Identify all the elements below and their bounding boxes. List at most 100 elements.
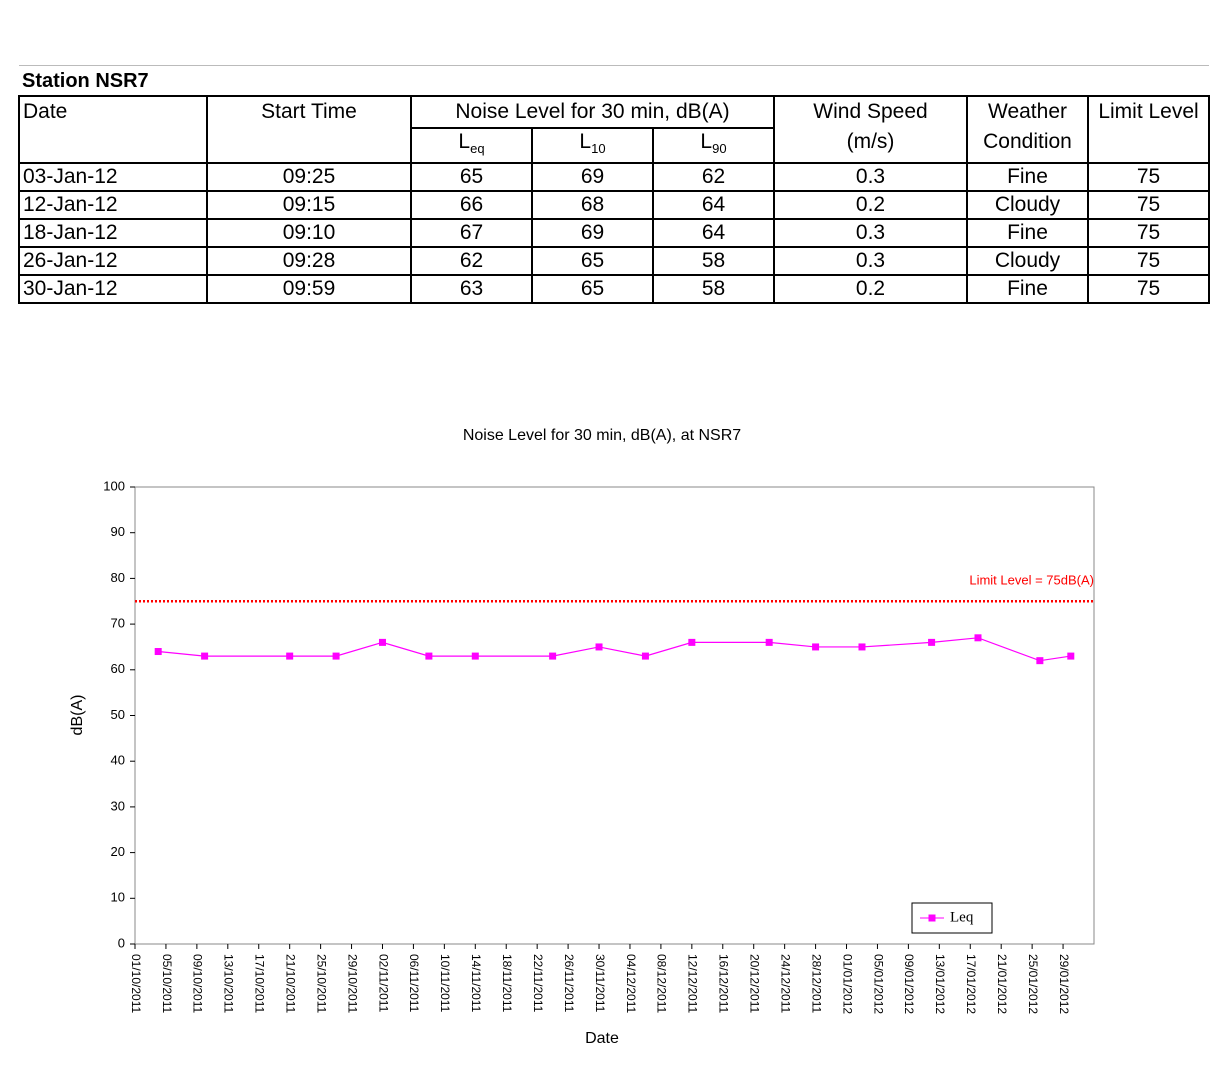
y-tick-label: 10 bbox=[111, 890, 125, 905]
series-line bbox=[158, 637, 1071, 662]
x-tick-label: 29/10/2011 bbox=[345, 954, 359, 1013]
x-tick-label: 29/01/2012 bbox=[1057, 954, 1071, 1014]
y-tick-label: 50 bbox=[111, 707, 125, 722]
x-tick-label: 17/01/2012 bbox=[964, 954, 978, 1014]
table-cell: 63 bbox=[410, 274, 533, 305]
header-cell: Limit Level bbox=[1086, 94, 1211, 165]
table-title: Station NSR7 bbox=[19, 65, 1210, 96]
marker bbox=[549, 652, 557, 660]
data-table: Station NSR7 Date Start Time Noise Level fo… bbox=[18, 65, 1211, 305]
limit-label: Limit Level = 75dB(A) bbox=[969, 573, 1094, 588]
x-tick-label: 01/01/2012 bbox=[840, 954, 854, 1014]
x-tick-label: 09/01/2012 bbox=[902, 954, 916, 1014]
x-tick-label: 18/11/2011 bbox=[500, 954, 514, 1013]
data-row: 30-Jan-12 09:59 63 65 58 0.2 Fine 75 bbox=[18, 274, 1211, 305]
table-cell: 18-Jan-12 bbox=[18, 218, 208, 249]
header-cell: Start Time bbox=[206, 94, 412, 165]
marker bbox=[812, 643, 820, 651]
table-cell: 64 bbox=[652, 190, 775, 221]
marker bbox=[154, 648, 162, 656]
table-cell: 0.3 bbox=[773, 246, 968, 277]
x-tick-label: 06/11/2011 bbox=[407, 954, 421, 1013]
table-cell: 0.3 bbox=[773, 218, 968, 249]
table-cell: Fine bbox=[966, 274, 1089, 305]
header-text: Limit Level bbox=[1098, 100, 1199, 123]
table-cell: 67 bbox=[410, 218, 533, 249]
marker bbox=[974, 634, 982, 642]
header-cell: Wind Speed (m/s) bbox=[773, 94, 968, 165]
subheader-cell: L90 bbox=[652, 126, 775, 165]
table-cell: 09:28 bbox=[206, 246, 412, 277]
x-tick-label: 28/12/2011 bbox=[809, 954, 823, 1013]
y-tick-label: 70 bbox=[111, 616, 125, 631]
x-tick-label: 12/12/2011 bbox=[686, 954, 700, 1013]
marker bbox=[425, 652, 433, 660]
x-tick-label: 24/12/2011 bbox=[778, 954, 792, 1013]
y-tick-label: 0 bbox=[118, 935, 125, 950]
x-tick-label: 22/11/2011 bbox=[531, 954, 545, 1013]
marker bbox=[332, 652, 340, 660]
header-text: Start Time bbox=[261, 100, 357, 123]
table-cell: 75 bbox=[1086, 190, 1211, 221]
marker bbox=[688, 638, 696, 646]
marker bbox=[765, 638, 773, 646]
marker bbox=[1067, 652, 1075, 660]
x-tick-label: 20/12/2011 bbox=[748, 954, 762, 1013]
x-tick-label: 13/10/2011 bbox=[222, 954, 236, 1013]
table-cell: 66 bbox=[410, 190, 533, 221]
table-cell: 09:10 bbox=[206, 218, 412, 249]
x-tick-label: 13/01/2012 bbox=[933, 954, 947, 1014]
y-tick-label: 60 bbox=[111, 661, 125, 676]
table-cell: 62 bbox=[410, 246, 533, 277]
table-cell: 09:15 bbox=[206, 190, 412, 221]
table-cell: Fine bbox=[966, 162, 1089, 193]
x-tick-label: 21/10/2011 bbox=[284, 954, 298, 1013]
data-row: 03-Jan-12 09:25 65 69 62 0.3 Fine 75 bbox=[18, 162, 1211, 193]
marker bbox=[1036, 657, 1044, 665]
x-tick-label: 08/12/2011 bbox=[655, 954, 669, 1013]
header-cell: Weather Condition bbox=[966, 94, 1089, 165]
x-tick-label: 01/10/2011 bbox=[129, 954, 143, 1013]
subheader-main: L bbox=[458, 130, 471, 153]
x-tick-label: 05/10/2011 bbox=[160, 954, 174, 1013]
table-cell: 0.3 bbox=[773, 162, 968, 193]
data-row: 18-Jan-12 09:10 67 69 64 0.3 Fine 75 bbox=[18, 218, 1211, 249]
legend-marker bbox=[928, 914, 936, 922]
table-cell: 58 bbox=[652, 274, 775, 305]
subheader-sub: 90 bbox=[712, 141, 727, 157]
y-axis-label: dB(A) bbox=[69, 695, 86, 736]
subheader-row: Leq L10 L90 bbox=[19, 126, 1209, 165]
table-cell: Cloudy bbox=[966, 190, 1089, 221]
x-tick-label: 04/12/2011 bbox=[624, 954, 638, 1013]
y-tick-label: 40 bbox=[111, 753, 125, 768]
x-tick-label: 26/11/2011 bbox=[562, 954, 576, 1013]
x-tick-label: 16/12/2011 bbox=[717, 954, 731, 1013]
data-row: 26-Jan-12 09:28 62 65 58 0.3 Cloudy 75 bbox=[18, 246, 1211, 277]
marker bbox=[286, 652, 294, 660]
table-cell: 65 bbox=[410, 162, 533, 193]
subheader-sub: eq bbox=[470, 141, 485, 157]
table-cell: 03-Jan-12 bbox=[18, 162, 208, 193]
marker bbox=[858, 643, 866, 651]
x-tick-label: 21/01/2012 bbox=[995, 954, 1009, 1014]
x-tick-label: 25/01/2012 bbox=[1026, 954, 1040, 1014]
x-tick-label: 14/11/2011 bbox=[469, 954, 483, 1013]
table-cell: 68 bbox=[531, 190, 654, 221]
table-cell: 75 bbox=[1086, 218, 1211, 249]
table-cell: 75 bbox=[1086, 274, 1211, 305]
header-text: Noise Level for 30 min, dB(A) bbox=[455, 100, 730, 123]
table-cell: 58 bbox=[652, 246, 775, 277]
y-tick-label: 30 bbox=[111, 798, 125, 813]
header-text: Condition bbox=[983, 130, 1072, 153]
subheader-cell: L10 bbox=[531, 126, 654, 165]
table-cell: 75 bbox=[1086, 246, 1211, 277]
chart-title: Noise Level for 30 min, dB(A), at NSR7 bbox=[463, 427, 741, 444]
table-cell: 09:59 bbox=[206, 274, 412, 305]
title-row: Station NSR7 bbox=[19, 65, 1210, 96]
x-tick-label: 02/11/2011 bbox=[376, 954, 390, 1013]
header-cell: Date bbox=[18, 94, 208, 165]
marker bbox=[471, 652, 479, 660]
marker bbox=[641, 652, 649, 660]
subheader-main: L bbox=[700, 130, 713, 153]
